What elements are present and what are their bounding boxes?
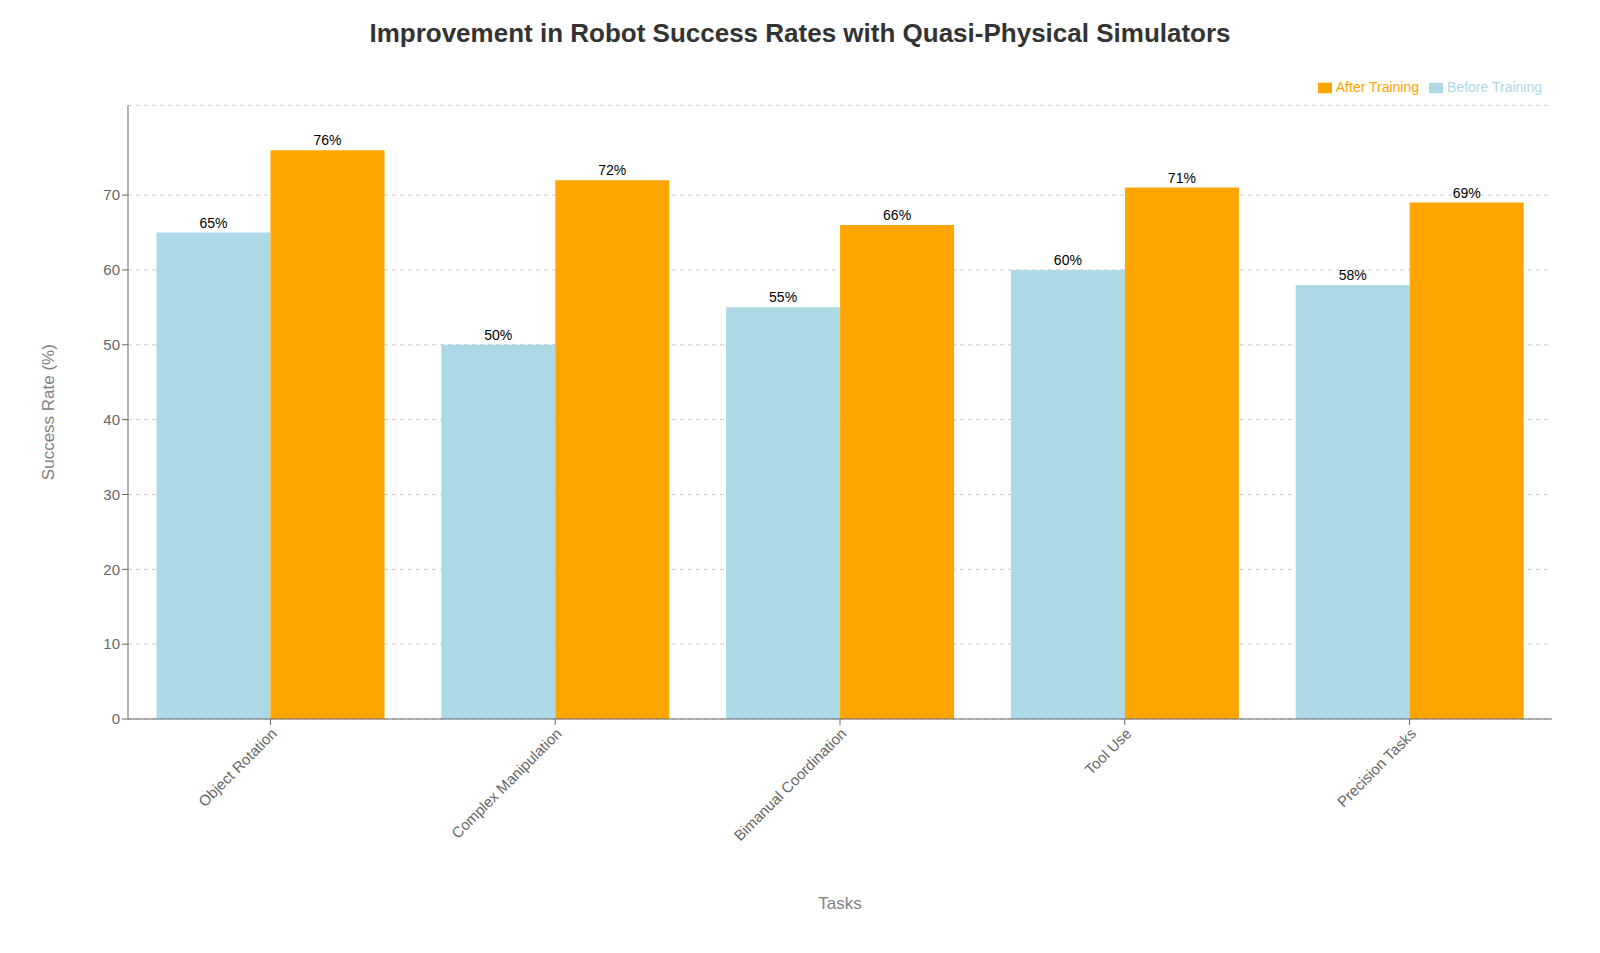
svg-text:69%: 69% (1453, 185, 1481, 201)
html-text:Before Training: Before Training (1447, 79, 1542, 95)
svg-text:Bimanual Coordination: Bimanual Coordination (730, 725, 849, 844)
svg-text:Tool Use: Tool Use (1081, 725, 1134, 778)
svg-text:58%: 58% (1339, 267, 1367, 283)
svg-text:Complex Manipulation: Complex Manipulation (448, 725, 565, 842)
svg-text:0: 0 (112, 710, 120, 727)
html-text:Improvement in Robot Success R: Improvement in Robot Success Rates with … (369, 18, 1231, 48)
svg-text:40: 40 (103, 411, 120, 428)
svg-text:55%: 55% (769, 289, 797, 305)
svg-text:Precision Tasks: Precision Tasks (1334, 725, 1420, 811)
svg-text:50%: 50% (484, 327, 512, 343)
svg-text:76%: 76% (313, 132, 341, 148)
svg-text:Object Rotation: Object Rotation (195, 725, 280, 810)
svg-text:10: 10 (103, 635, 120, 652)
svg-text:65%: 65% (199, 215, 227, 231)
svg-text:66%: 66% (883, 207, 911, 223)
svg-text:60: 60 (103, 261, 120, 278)
svg-text:Tasks: Tasks (818, 894, 861, 913)
svg-text:Success Rate (%): Success Rate (%) (39, 344, 58, 480)
svg-text:71%: 71% (1168, 170, 1196, 186)
svg-text:72%: 72% (598, 162, 626, 178)
svg-text:70: 70 (103, 186, 120, 203)
svg-text:20: 20 (103, 561, 120, 578)
svg-text:60%: 60% (1054, 252, 1082, 268)
html-text:After Training: After Training (1335, 79, 1419, 95)
svg-text:50: 50 (103, 336, 120, 353)
svg-text:30: 30 (103, 486, 120, 503)
